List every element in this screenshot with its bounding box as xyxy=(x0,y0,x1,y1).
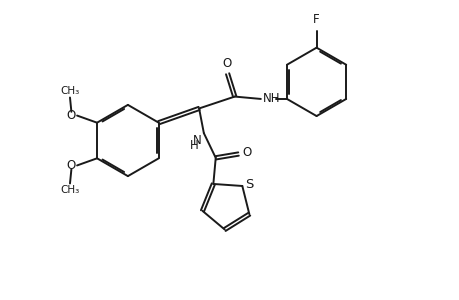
Text: O: O xyxy=(66,159,75,172)
Text: F: F xyxy=(313,13,319,26)
Text: O: O xyxy=(242,146,251,159)
Text: CH₃: CH₃ xyxy=(60,185,79,195)
Text: S: S xyxy=(244,178,252,191)
Text: NH: NH xyxy=(262,92,280,105)
Text: O: O xyxy=(222,58,231,70)
Text: H: H xyxy=(189,139,198,152)
Text: N: N xyxy=(193,134,202,147)
Text: CH₃: CH₃ xyxy=(60,85,79,96)
Text: O: O xyxy=(66,109,75,122)
